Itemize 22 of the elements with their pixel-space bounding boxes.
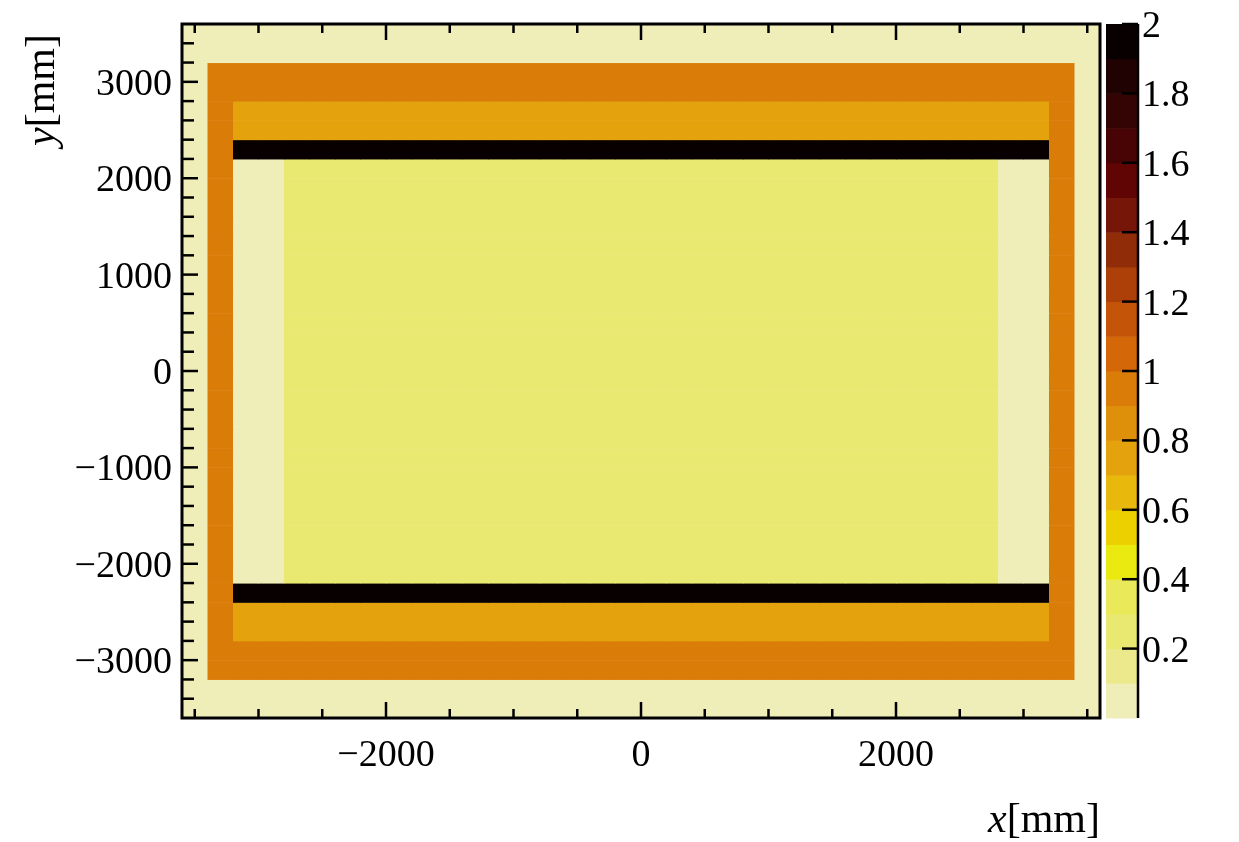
color-bar-label: 2 — [1142, 3, 1161, 45]
y-tick-label: 3000 — [96, 60, 172, 103]
color-bar-label: 1.4 — [1142, 211, 1190, 254]
color-bar-label: 0.6 — [1142, 488, 1190, 531]
color-bar-label: 0.4 — [1142, 558, 1190, 601]
color-bar-label: 1.6 — [1142, 141, 1190, 184]
color-bar-label: 0.2 — [1142, 627, 1190, 670]
y-tick-label: −2000 — [74, 542, 172, 585]
x-tick-label: 2000 — [858, 732, 934, 774]
y-tick-label: 2000 — [96, 157, 172, 200]
color-bar-label: 0.8 — [1142, 419, 1190, 462]
y-tick-label: −1000 — [74, 446, 172, 489]
color-bar-label: 1.2 — [1142, 280, 1190, 323]
color-bar-label: 1.8 — [1142, 72, 1190, 115]
y-axis-title: y[mm] — [17, 34, 63, 150]
x-axis-title: x[mm] — [987, 795, 1100, 841]
color-bar-label: 1 — [1142, 350, 1161, 392]
y-tick-label: 0 — [153, 350, 172, 392]
y-tick-label: 1000 — [96, 253, 172, 296]
x-tick-label: −2000 — [337, 732, 435, 774]
x-tick-label: 0 — [631, 732, 651, 774]
y-tick-label: −3000 — [74, 639, 172, 682]
